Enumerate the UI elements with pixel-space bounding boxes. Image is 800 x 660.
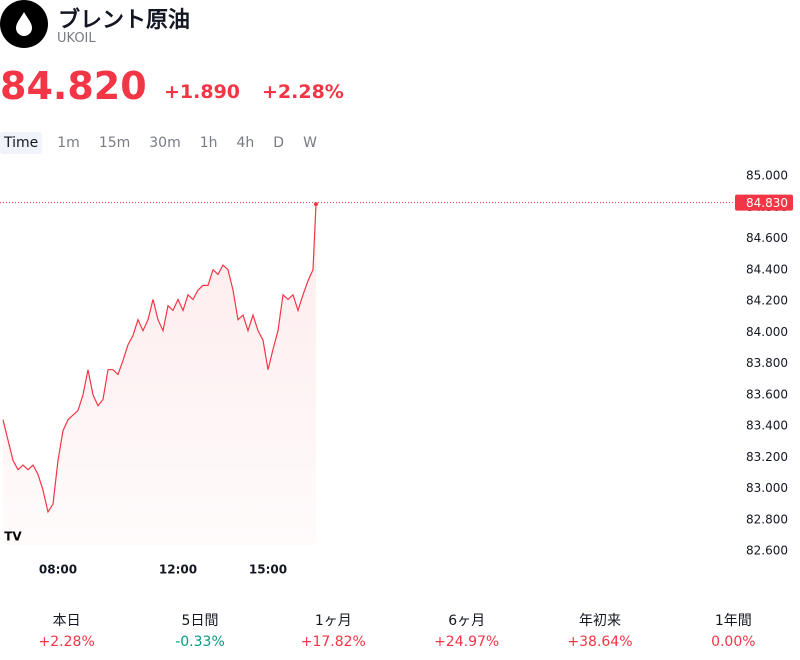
timeframe-button[interactable]: D (273, 135, 285, 151)
return-label: 6ヶ月 (448, 613, 486, 629)
change: +1.890 (164, 81, 241, 103)
y-tick-label: 82.600 (746, 544, 788, 558)
x-tick-label: 12:00 (159, 563, 197, 577)
return-label: 1年間 (714, 613, 752, 629)
return-item[interactable]: 年初来 +38.64% (533, 610, 666, 650)
return-value: +24.97% (434, 634, 500, 650)
y-tick-label: 83.600 (746, 387, 788, 401)
y-tick-label: 83.000 (746, 481, 788, 495)
y-tick-label: 84.200 (746, 294, 788, 308)
timeframe-button[interactable]: 1h (199, 135, 218, 151)
return-item[interactable]: 5日間 -0.33% (133, 610, 266, 650)
return-value: -0.33% (175, 634, 225, 650)
change-percent: +2.28% (262, 81, 344, 103)
return-item[interactable]: 1ヶ月 +17.82% (267, 610, 400, 650)
return-value: +17.82% (300, 634, 366, 650)
return-label: 5日間 (181, 613, 219, 629)
price-line (2, 204, 317, 514)
y-tick-label: 83.800 (746, 356, 788, 370)
timeframe-button[interactable]: 4h (236, 135, 255, 151)
y-tick-label: 85.000 (746, 169, 788, 183)
y-tick-label: 84.000 (746, 325, 788, 339)
x-tick-label: 15:00 (249, 563, 287, 577)
y-tick-label: 83.400 (746, 419, 788, 433)
timeframe-button[interactable]: 30m (149, 135, 181, 151)
last-price-tag (735, 194, 793, 211)
y-tick-label: 82.800 (746, 512, 788, 526)
price: 84.820 (0, 64, 147, 108)
returns: 本日 +2.28% 5日間 -0.33% 1ヶ月 +17.82% 6ヶ月 +24.97% 年初来… (0, 610, 800, 650)
return-item[interactable]: 1年間 0.00% (667, 610, 800, 650)
return-item[interactable]: 本日 +2.28% (0, 610, 133, 650)
title: ブレント原油 (58, 8, 191, 33)
return-value: +38.64% (567, 634, 633, 650)
y-tick-label: 84.600 (746, 231, 788, 245)
timeframe-button[interactable]: W (303, 135, 317, 151)
return-label: 1ヶ月 (314, 613, 352, 629)
return-value: +2.28% (38, 634, 95, 650)
return-value: 0.00% (711, 634, 756, 650)
x-tick-label: 08:00 (39, 563, 77, 577)
logo-drop (16, 12, 32, 36)
symbol: UKOIL (57, 31, 96, 46)
return-label: 本日 (52, 613, 81, 629)
timeframe-button[interactable]: Time (0, 132, 43, 154)
timeframe-button[interactable]: 1m (57, 135, 80, 151)
timeframes: Time 1m 15m 30m 1h 4h D W (0, 132, 332, 154)
return-item[interactable]: 6ヶ月 +24.97% (400, 610, 533, 650)
area (3, 204, 316, 545)
timeframe-button[interactable]: 15m (98, 135, 131, 151)
y-tick-label: 84.400 (746, 262, 788, 276)
last-point (314, 202, 318, 207)
y-tick-label: 83.200 (746, 450, 788, 464)
return-label: 年初来 (578, 613, 621, 629)
last-price-label: 84.830 (746, 196, 788, 210)
